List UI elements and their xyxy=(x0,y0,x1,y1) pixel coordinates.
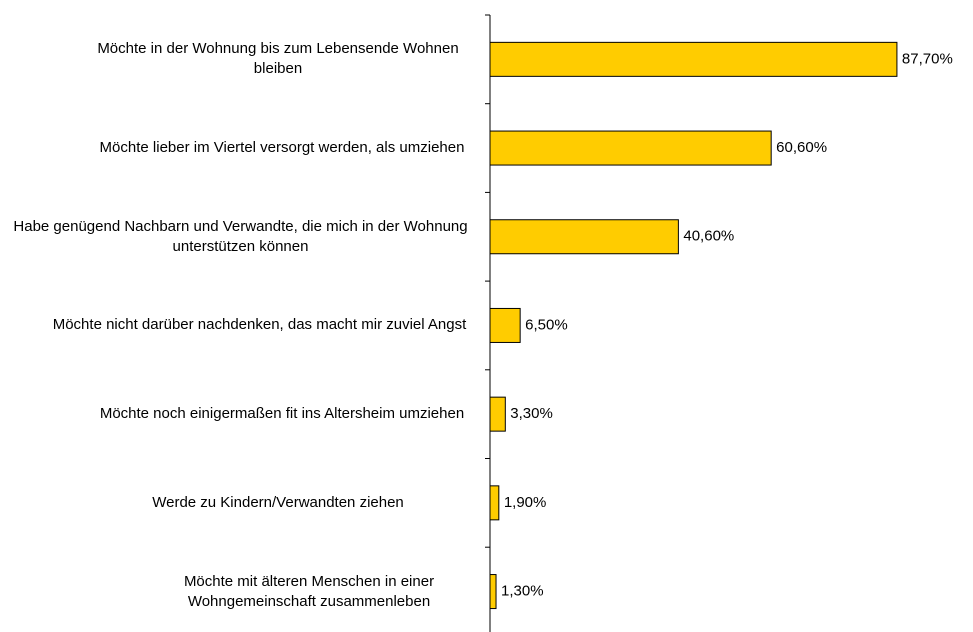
bar xyxy=(489,574,497,610)
bar xyxy=(489,41,898,77)
value-label: 1,30% xyxy=(501,583,544,600)
value-label: 60,60% xyxy=(776,139,827,156)
bar xyxy=(489,485,500,521)
value-label: 6,50% xyxy=(525,316,568,333)
category-label: Möchte lieber im Viertel versorgt werden… xyxy=(99,139,465,157)
value-label: 87,70% xyxy=(902,50,953,67)
category-label: Möchte mit älteren Menschen in einer Woh… xyxy=(183,572,435,610)
value-label: 3,30% xyxy=(510,405,553,422)
value-label: 40,60% xyxy=(683,228,734,245)
bar xyxy=(489,396,506,432)
bar xyxy=(489,130,772,166)
category-label: Habe genügend Nachbarn und Verwandte, di… xyxy=(13,217,468,255)
category-label: Werde zu Kindern/Verwandten ziehen xyxy=(152,493,404,511)
bar xyxy=(489,307,521,343)
category-label: Möchte in der Wohnung bis zum Lebensende… xyxy=(97,40,459,78)
bar xyxy=(489,219,679,255)
value-label: 1,90% xyxy=(504,494,547,511)
category-label: Möchte noch einigermaßen fit ins Altersh… xyxy=(99,405,465,423)
category-label: Möchte nicht darüber nachdenken, das mac… xyxy=(52,316,467,334)
